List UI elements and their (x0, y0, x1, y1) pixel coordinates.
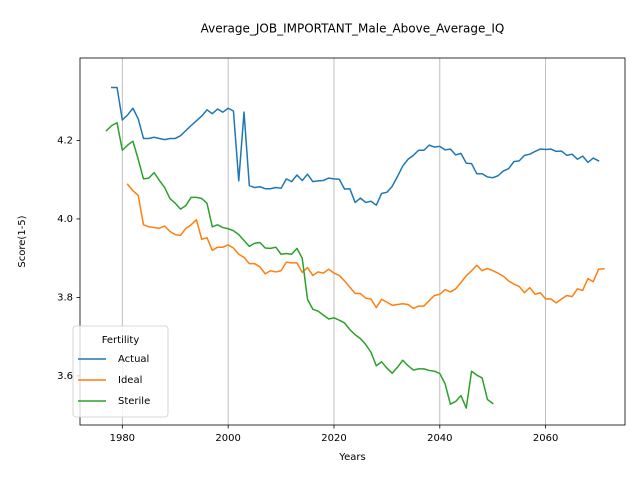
y-axis-title: Score(1-5) (17, 215, 28, 267)
y-tick-label: 3.8 (57, 292, 73, 303)
legend-box (72, 325, 169, 418)
x-tick-label: 2060 (533, 433, 558, 444)
chart-title: Average_JOB_IMPORTANT_Male_Above_Average… (201, 22, 505, 36)
plot-area-frame (79, 57, 626, 426)
series-line-ideal (126, 183, 605, 310)
x-tick-label: 2000 (215, 433, 240, 444)
y-tick-label: 3.6 (57, 371, 73, 382)
legend-title: Fertility (102, 335, 140, 346)
legend-label-ideal: Ideal (118, 375, 142, 386)
series-line-actual (111, 86, 600, 206)
y-tick-label: 4.2 (57, 135, 73, 146)
legend-label-actual: Actual (118, 354, 149, 365)
legend-entries: Actual Ideal Sterile (78, 354, 150, 407)
x-axis-title: Years (338, 452, 365, 463)
x-tick-label: 2020 (321, 433, 346, 444)
x-axis-ticks: 1980 2000 2020 2040 2060 (110, 425, 558, 444)
x-tick-label: 1980 (110, 433, 135, 444)
series-lines (105, 86, 605, 409)
x-tick-label: 2040 (427, 433, 452, 444)
legend-label-sterile: Sterile (118, 396, 150, 407)
y-axis-ticks: 3.6 3.8 4.0 4.2 (57, 135, 80, 382)
legend: Fertility Actual Ideal Sterile (72, 325, 169, 418)
series-line-sterile (105, 122, 494, 409)
y-tick-label: 4.0 (57, 214, 73, 225)
